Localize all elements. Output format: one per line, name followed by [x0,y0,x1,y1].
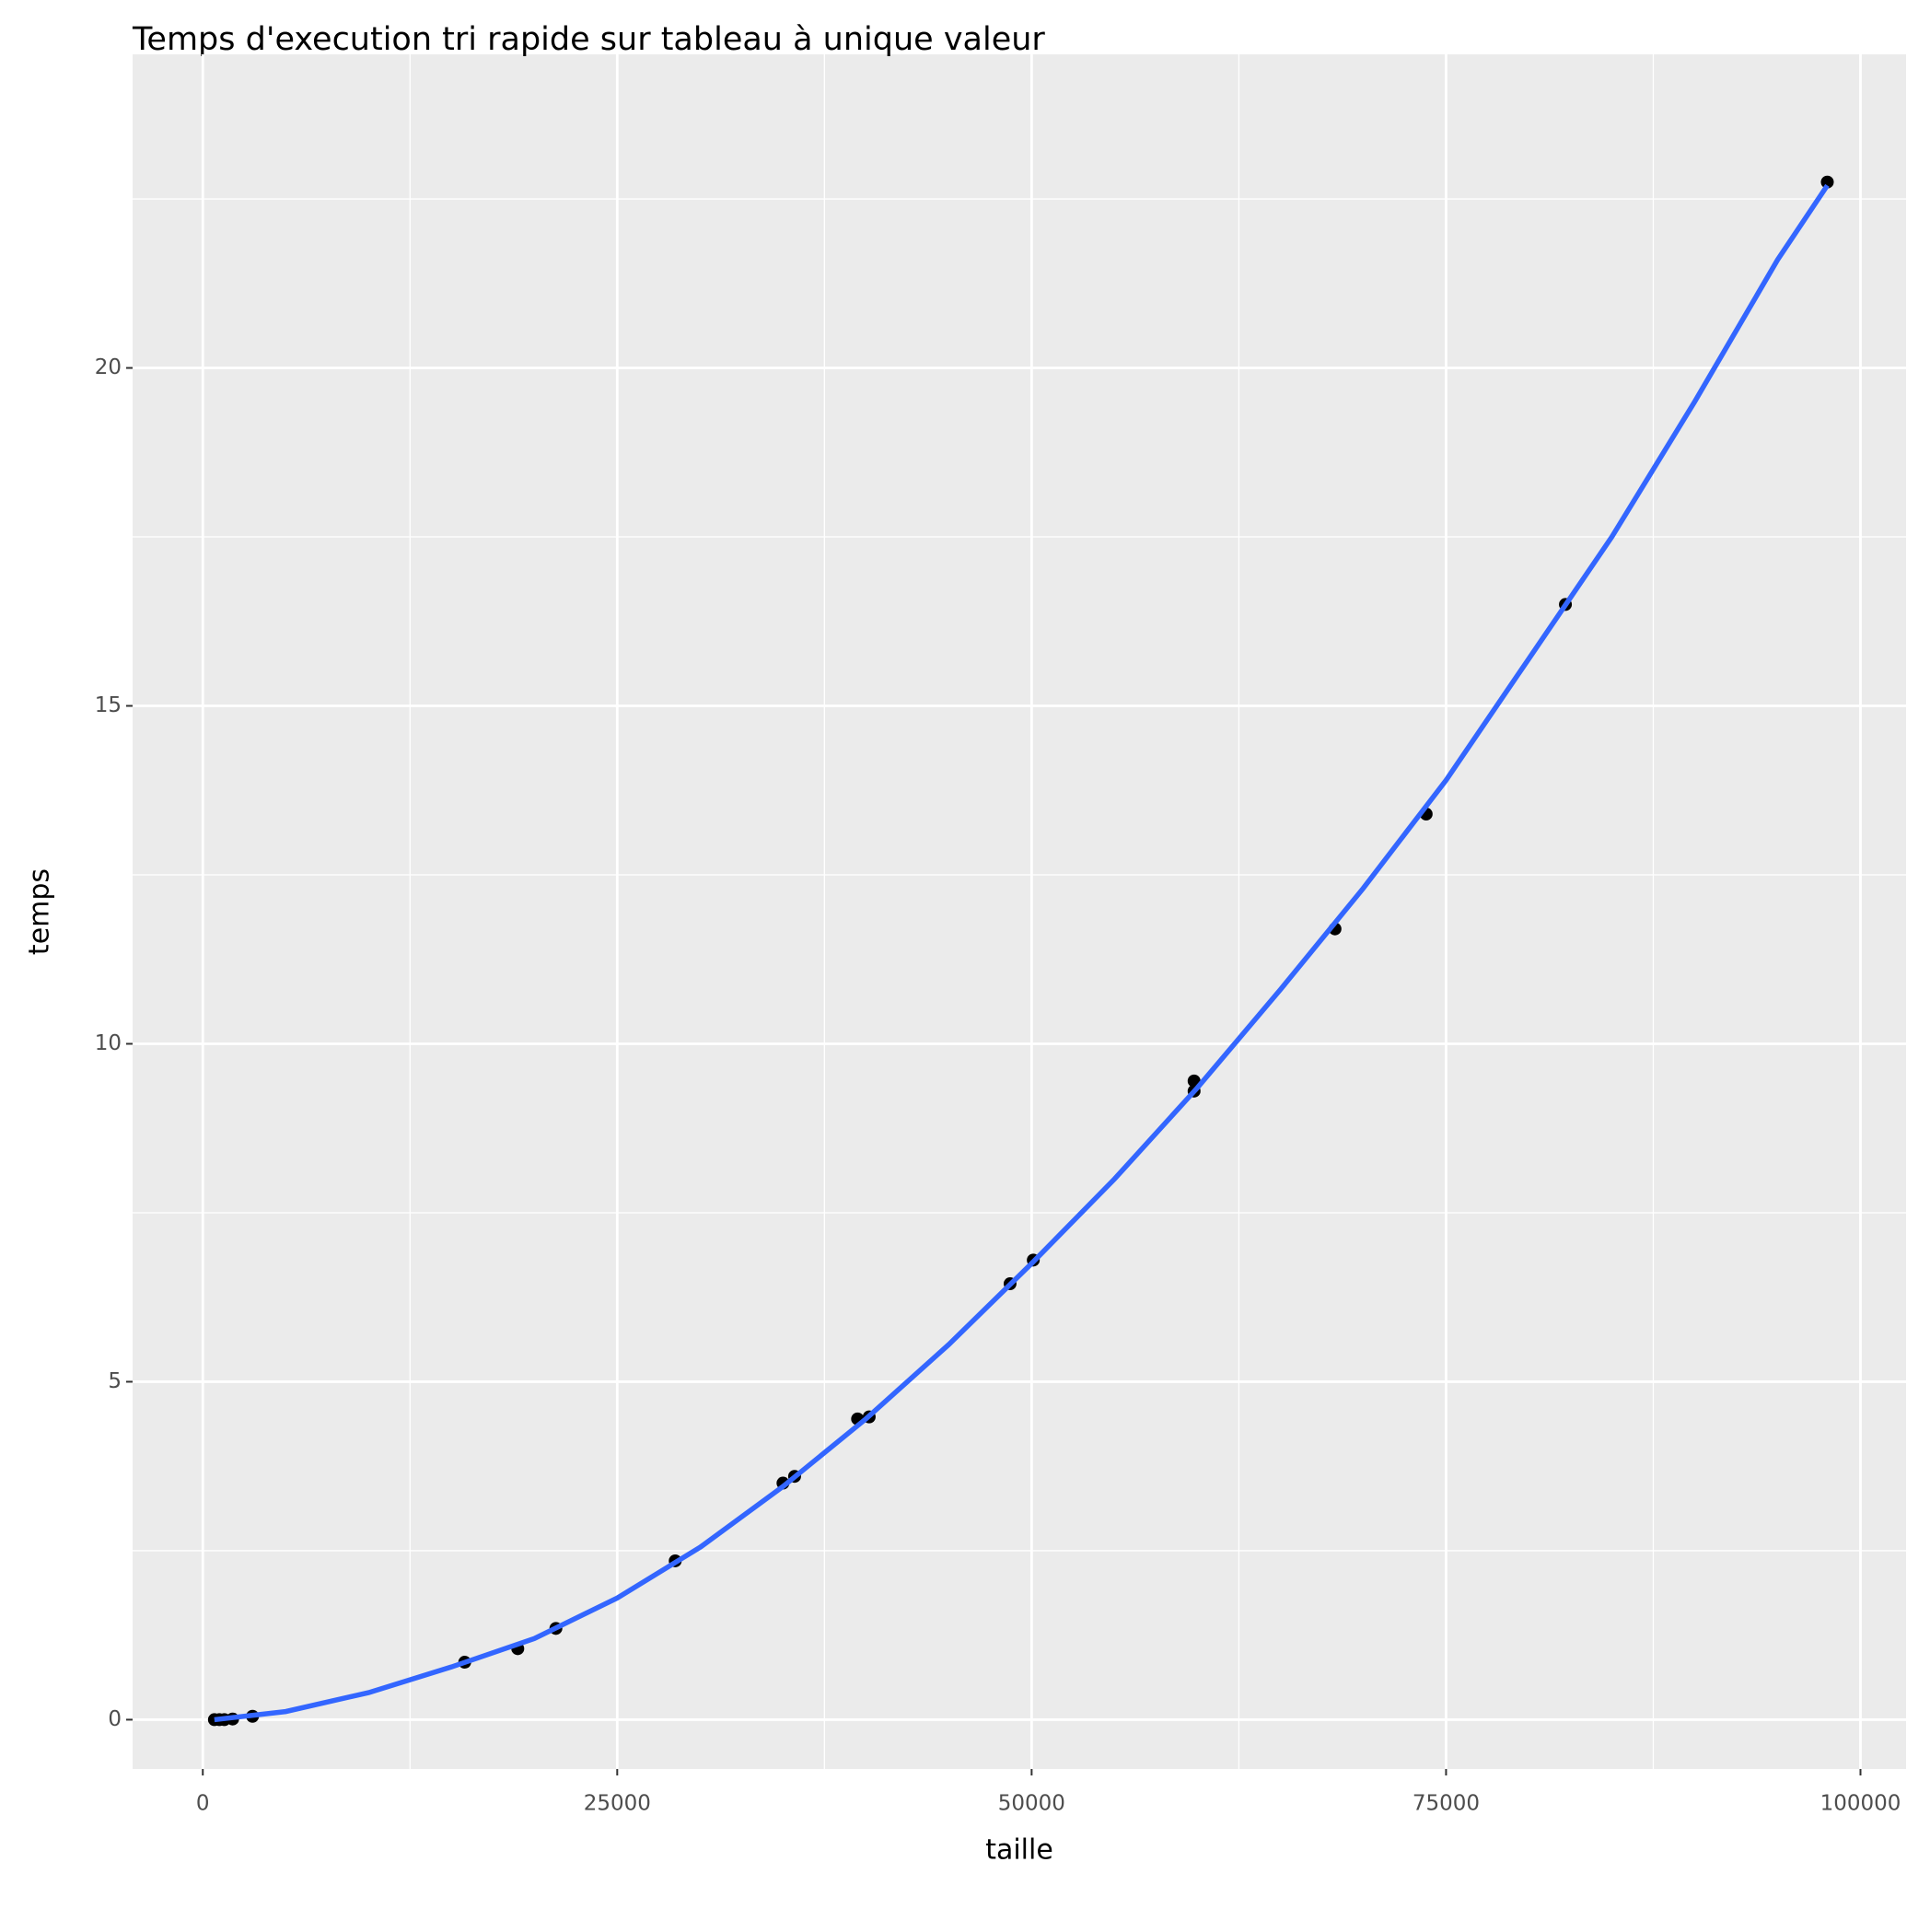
x-tick-label: 25000 [584,1792,651,1816]
y-axis-title: temps [24,868,56,955]
y-tick-label: 15 [95,693,122,717]
x-tick-label: 100000 [1820,1792,1901,1816]
x-tick-label: 75000 [1413,1792,1480,1816]
x-axis-title: taille [985,1834,1053,1867]
y-tick-label: 10 [95,1031,122,1055]
y-tick-label: 0 [108,1707,122,1731]
y-tick-label: 5 [108,1369,122,1393]
x-tick-label: 0 [196,1792,210,1816]
y-tick-label: 20 [95,355,122,379]
panel [133,54,1906,1769]
point [1820,175,1834,189]
chart-title: Temps d'execution tri rapide sur tableau… [132,21,1045,58]
x-tick-label: 50000 [998,1792,1065,1816]
fit-line [214,183,1830,1723]
